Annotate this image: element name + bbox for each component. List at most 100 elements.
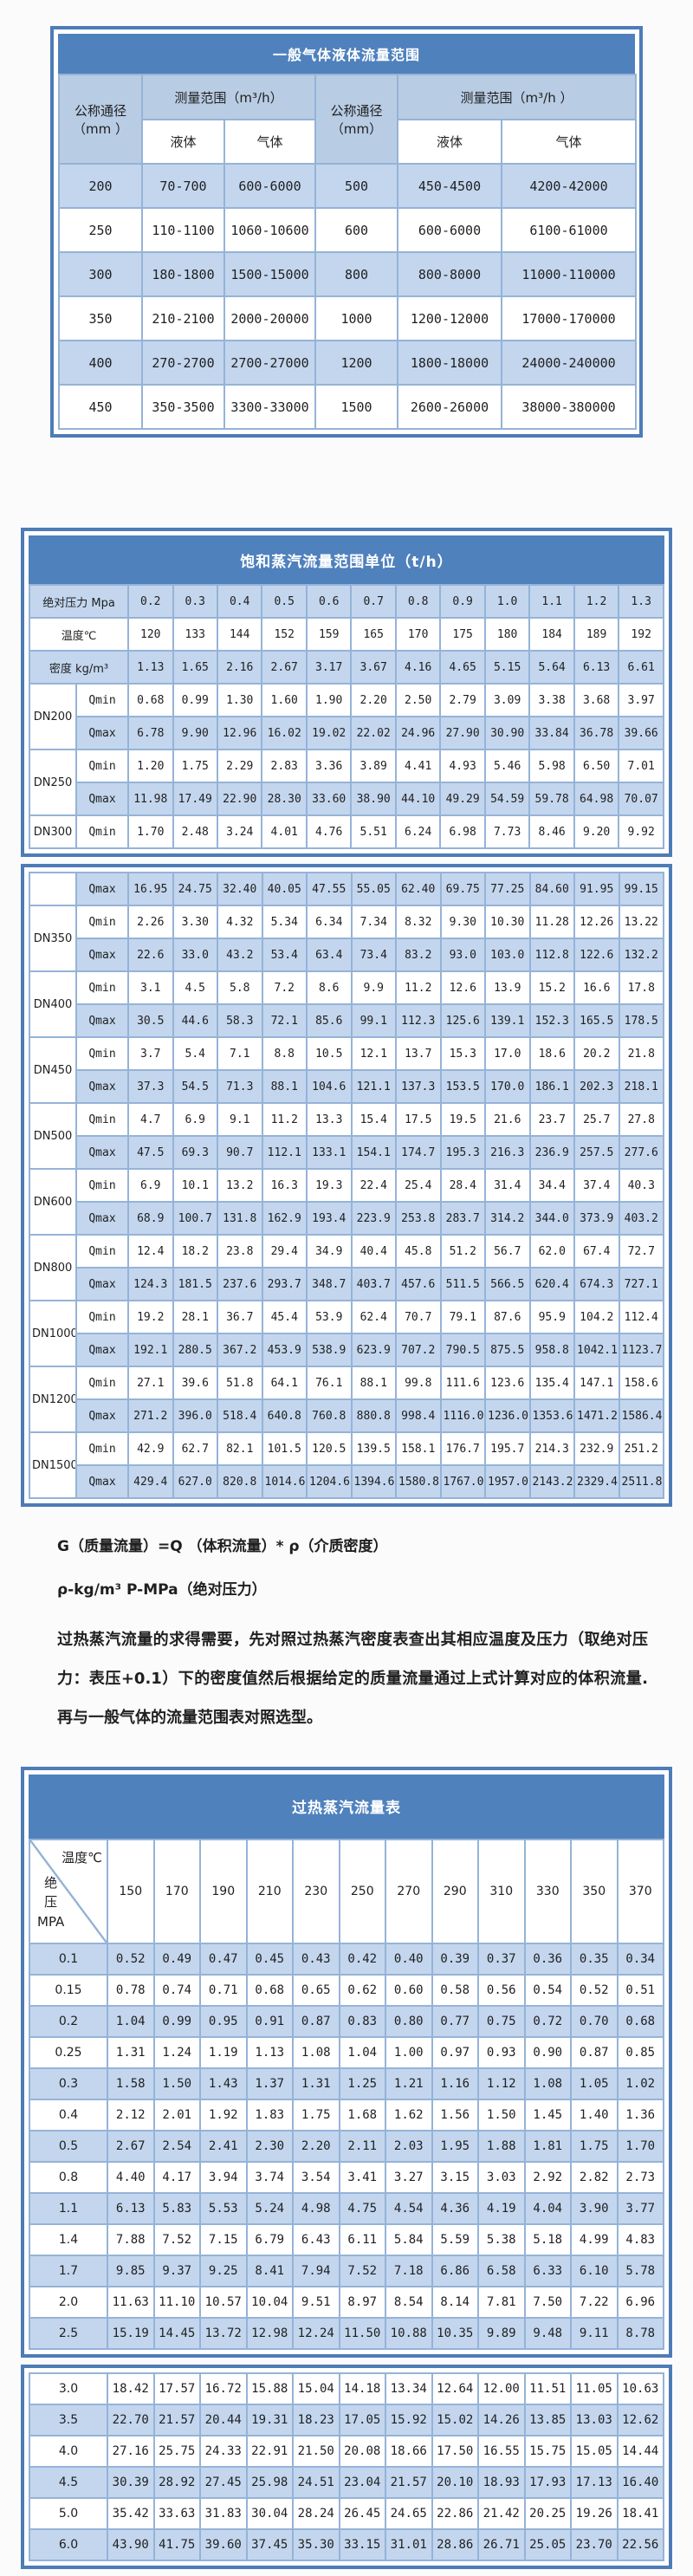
table-cell: 14.26 (477, 2403, 526, 2436)
table-cell: 1.56 (431, 2098, 479, 2132)
table-cell: 10.35 (431, 2316, 479, 2350)
table-cell: 6.79 (245, 2222, 294, 2256)
temperature-header: 270 (385, 1838, 433, 1944)
table-cell: 11.51 (523, 2372, 572, 2405)
table-cell: 79.1 (439, 1300, 486, 1334)
table-cell: 450 (58, 384, 143, 430)
table-cell: 95.9 (528, 1300, 575, 1334)
table-cell: 500 (314, 163, 398, 209)
table-cell: 36.78 (573, 716, 620, 750)
table-row: 450 350-3500 3300-33000 1500 2600-26000 38000… (58, 384, 637, 430)
table-cell: 139.5 (350, 1431, 397, 1466)
table-cell: 1.02 (616, 2067, 664, 2100)
table-cell: 33.84 (528, 716, 575, 750)
table-cell: 7.52 (338, 2254, 386, 2287)
table-cell: 2.03 (385, 2129, 433, 2163)
table-cell: 53.4 (261, 938, 308, 972)
table-row: 300 180-1800 1500-15000 800 800-8000 11000-11… (58, 251, 637, 297)
table-cell: 350-3500 (141, 384, 225, 430)
pressure-label: 0.8 (29, 2160, 108, 2194)
table-cell: 12.24 (292, 2316, 340, 2350)
q-label: Qmax (74, 782, 130, 816)
table-cell: 5.15 (483, 650, 531, 685)
dn-label: DN1200 (29, 1366, 77, 1433)
table-cell: 11.63 (107, 2285, 155, 2319)
table-row: DN800 Qmin 12.4 18.2 23.8 29.4 34.9 40.4 45.8 51.… (29, 1234, 664, 1301)
table-cell: 70.07 (618, 782, 664, 816)
table-cell: 70.7 (395, 1300, 442, 1334)
table-cell: 43.2 (217, 938, 263, 972)
table-row: 温度℃ 绝 压 MPA 150 170 190 210 230 250 270 290 310 3… (29, 1838, 664, 1944)
table-cell: 10.88 (385, 2316, 433, 2350)
table-cell: 104.2 (573, 1300, 620, 1334)
table-cell: 8.6 (306, 970, 353, 1005)
table-cell: 152.3 (528, 1003, 575, 1038)
table-cell: 403.7 (350, 1267, 397, 1301)
table-cell: 0.47 (199, 1942, 248, 1976)
temperature-header: 170 (152, 1838, 201, 1944)
table-cell: 0.90 (523, 2035, 572, 2069)
table-cell: 3.7 (127, 1036, 174, 1071)
table-cell: 4.19 (477, 2191, 526, 2225)
table-cell: 1.70 (616, 2129, 664, 2163)
table-cell: 22.91 (245, 2434, 294, 2468)
table-cell: 184 (528, 617, 575, 652)
table-cell: 112.3 (395, 1003, 442, 1038)
table-cell: 620.4 (528, 1267, 575, 1301)
dn-label: DN500 (29, 1102, 77, 1170)
table-cell: 1.45 (523, 2098, 572, 2132)
table-cell: 170.0 (484, 1069, 531, 1104)
table-cell: 59.78 (528, 782, 575, 816)
column-header-gas: 气体 (501, 119, 637, 165)
table-cell: 0.40 (385, 1942, 433, 1976)
table-cell: 111.6 (439, 1366, 486, 1400)
table-cell: 14.45 (152, 2316, 201, 2350)
table-cell: 0.37 (477, 1942, 526, 1976)
table-cell: 3300-33000 (223, 384, 316, 430)
dn-label: DN400 (29, 970, 77, 1038)
q-label: Qmin (75, 1366, 129, 1400)
table-cell: 5.38 (477, 2222, 526, 2256)
table-row: Qmax 192.1 280.5 367.2 453.9 538.9 623.9 707.2 7… (29, 1333, 664, 1367)
table-cell: 790.5 (439, 1333, 486, 1367)
table-cell: 20.2 (573, 1036, 620, 1071)
table-cell: 400 (58, 340, 143, 386)
q-label: Qmin (75, 1168, 129, 1203)
table-cell: 28.4 (439, 1168, 486, 1203)
table-cell: 3.03 (477, 2160, 526, 2194)
table-cell: 800 (314, 251, 398, 297)
table-cell: 88.1 (261, 1069, 308, 1104)
table-cell: 16.02 (261, 716, 308, 750)
table-row: DN500 Qmin 4.7 6.9 9.1 11.2 13.3 15.4 17.5 19.5 21… (29, 1102, 664, 1170)
table-row: 4.0 27.16 25.75 24.33 22.91 21.50 20.08 18.66 17… (29, 2434, 664, 2468)
table-cell: 1.25 (338, 2067, 386, 2100)
table-cell: 158.1 (395, 1431, 442, 1466)
q-label: Qmax (75, 1464, 129, 1499)
temperature-header: 370 (616, 1838, 664, 1944)
table-cell: 0.5 (261, 584, 308, 619)
table-cell: 4200-42000 (501, 163, 637, 209)
table-cell: 1.70 (127, 814, 174, 849)
table-cell: 0.39 (431, 1942, 479, 1976)
table-cell: 28.86 (431, 2527, 479, 2561)
table-row: 0.8 4.40 4.17 3.94 3.74 3.54 3.41 3.27 3.15 3.03 2… (29, 2160, 664, 2194)
table-cell: 181.5 (172, 1267, 218, 1301)
table-cell: 6.9 (172, 1102, 218, 1137)
table-cell: 6.58 (477, 2254, 526, 2287)
table-cell: 195.7 (484, 1431, 531, 1466)
table-cell: 32.40 (217, 872, 263, 906)
table-cell: 17.8 (618, 970, 664, 1005)
pressure-label: 4.0 (29, 2434, 108, 2468)
table-cell: 4.76 (305, 814, 353, 849)
table-cell: 62.7 (172, 1431, 218, 1466)
note-formula: G（质量流量）=Q （体积流量）* ρ（介质密度） (57, 1538, 388, 1555)
table-cell: 232.9 (573, 1431, 620, 1466)
table-cell: 0.52 (570, 1973, 619, 2007)
table-cell: 0.68 (245, 1973, 294, 2007)
table-cell: 0.71 (199, 1973, 248, 2007)
table-row: 0.25 1.31 1.24 1.19 1.13 1.08 1.04 1.00 0.97 0.93… (29, 2035, 664, 2069)
table-cell: 2.92 (523, 2160, 572, 2194)
table-cell: 25.7 (573, 1102, 620, 1137)
table-row: DN200 Qmin 0.68 0.99 1.30 1.60 1.90 2.20 2.50 2.7… (29, 683, 664, 750)
table-cell: 0.91 (245, 2004, 294, 2038)
